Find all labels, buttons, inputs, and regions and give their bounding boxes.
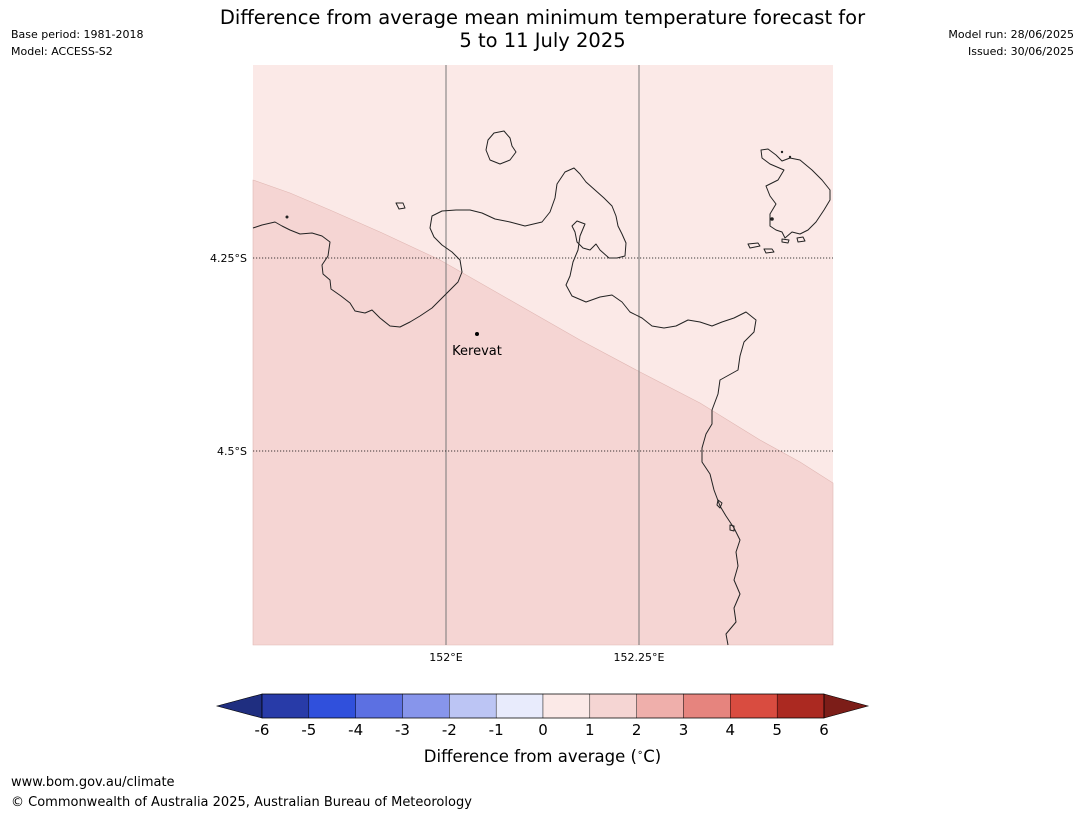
graticule-labels: 4.25°S 4.5°S 152°E 152.25°E	[210, 252, 664, 664]
colorbar-cell	[402, 693, 450, 719]
map-panel: Kerevat	[252, 65, 834, 646]
metadata-right: Model run: 28/06/2025 Issued: 30/06/2025	[948, 26, 1074, 60]
islet-marker	[770, 217, 774, 221]
colorbar-tick-label: -5	[301, 721, 316, 739]
colorbar-tick-label: 0	[538, 721, 548, 739]
colorbar-cell	[542, 693, 591, 719]
colorbar-tick-label: 3	[679, 721, 689, 739]
colorbar-high-extend	[823, 693, 870, 719]
colorbar-label-unit: C)	[643, 747, 662, 766]
title-line-1: Difference from average mean minimum tem…	[219, 6, 866, 29]
colorbar-label-text: Difference from average (	[423, 747, 637, 766]
colorbar-tick-label: -6	[255, 721, 270, 739]
colorbar-tick-label: 5	[772, 721, 782, 739]
lon-label-152-25e: 152.25°E	[614, 651, 665, 664]
colorbar-tick-label: -1	[489, 721, 504, 739]
colorbar-tick-label: 2	[632, 721, 642, 739]
model-text: Model: ACCESS-S2	[11, 45, 113, 58]
colorbar-outline	[261, 693, 825, 719]
colorbar-tick-label: 1	[585, 721, 595, 739]
lat-label-4-5s: 4.5°S	[217, 445, 247, 458]
colorbar-tick-label: 6	[819, 721, 829, 739]
colorbar-cell	[495, 693, 544, 719]
colorbar-cell	[683, 693, 731, 719]
colorbar-cell	[261, 693, 310, 719]
colorbar-label: Difference from average (∘C)	[0, 747, 1085, 766]
anomaly-zone-1-to-2	[252, 179, 834, 646]
islet-marker	[780, 150, 784, 154]
footer-copyright: © Commonwealth of Australia 2025, Austra…	[11, 795, 472, 810]
map-figure: Kerevat 4.25°S 4.5°S 152°E 152.25°E -6 -5…	[210, 65, 870, 739]
colorbar-tick-label: -4	[348, 721, 363, 739]
lat-label-4-25s: 4.25°S	[210, 252, 247, 265]
metadata-left: Base period: 1981-2018 Model: ACCESS-S2	[11, 26, 143, 60]
colorbar-tick-label: -2	[442, 721, 457, 739]
footer-url: www.bom.gov.au/climate	[11, 775, 175, 790]
issued-text: Issued: 30/06/2025	[967, 45, 1074, 58]
base-period-text: Base period: 1981-2018	[11, 28, 144, 41]
islet-marker	[285, 215, 289, 219]
map-title: Difference from average mean minimum tem…	[160, 6, 925, 52]
colorbar-tick-label: 4	[726, 721, 736, 739]
kerevat-marker	[475, 332, 479, 336]
colorbar-cell	[308, 693, 356, 719]
kerevat-label: Kerevat	[452, 344, 502, 359]
colorbar-cell	[589, 693, 637, 719]
lon-label-152e: 152°E	[429, 651, 462, 664]
colorbar-tick-label: -3	[395, 721, 410, 739]
title-line-2: 5 to 11 July 2025	[459, 29, 626, 52]
colorbar-cell	[776, 693, 825, 719]
islet-marker	[788, 155, 792, 159]
degree-symbol: ∘	[636, 747, 644, 759]
colorbar-cell	[636, 693, 684, 719]
colorbar-cells	[261, 693, 825, 719]
coastline	[252, 130, 831, 646]
colorbar-tick-labels: -6 -5 -4 -3 -2 -1 0 1 2 3 4 5 6	[255, 721, 829, 739]
colorbar-low-extend	[215, 693, 263, 719]
colorbar-cell	[449, 693, 497, 719]
colorbar: -6 -5 -4 -3 -2 -1 0 1 2 3 4 5 6	[215, 693, 870, 739]
model-run-text: Model run: 28/06/2025	[948, 28, 1074, 41]
colorbar-cell	[730, 693, 778, 719]
colorbar-cell	[355, 693, 403, 719]
